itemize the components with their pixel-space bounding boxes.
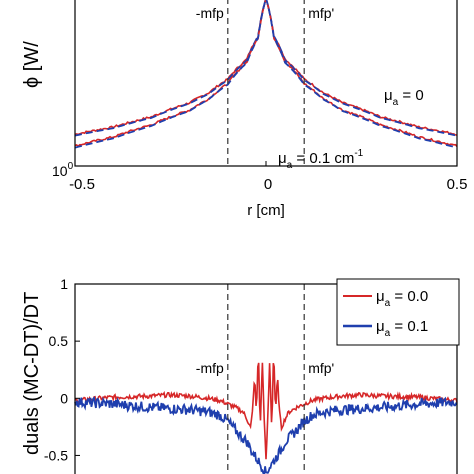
top-marker-label-1: mfp' (308, 5, 334, 21)
bottom-panel: duals (MC-DT)/DT -mfp mfp' 10.50-0.5 μa =… (21, 276, 460, 474)
top-series-group (74, 0, 458, 149)
top-panel: ϕ [W/ -mfp mfp' -0.5 0 0.5 100 r [cm] μa … (21, 0, 467, 219)
top-xtick-label: -0.5 (69, 176, 95, 193)
annotation-rest: = 0.1 cm (292, 150, 354, 167)
annotation-mu-a-0: μa = 0 (384, 87, 424, 108)
top-ytick-base: 10 (52, 163, 68, 179)
bottom-markers-group: -mfp mfp' (196, 284, 334, 474)
legend-rest: = 0.0 (390, 288, 428, 305)
bottom-series-line-0 (74, 362, 458, 460)
bottom-ylabel: duals (MC-DT)/DT (21, 292, 43, 455)
annotation-sub: a (393, 97, 399, 108)
annotation-mu-a-0.1: μa = 0.1 cm-1 (278, 148, 364, 171)
legend-box (336, 278, 460, 346)
annotation-mu: μ (384, 87, 393, 104)
bottom-series-group (74, 362, 458, 474)
top-series-line-3 (74, 0, 458, 149)
bottom-ytick-label-2: 0 (60, 390, 68, 406)
top-series-line-1 (74, 0, 458, 137)
annotation-sub: a (287, 160, 293, 171)
legend-label-1: μa = 0.1 (376, 318, 428, 339)
top-marker-label-0: -mfp (196, 5, 224, 21)
top-ytick-label: 100 (52, 161, 74, 179)
top-ylabel: ϕ [W/ (21, 41, 43, 88)
legend-rest: = 0.1 (390, 318, 428, 335)
legend-mu: μ (376, 318, 385, 335)
bottom-ytick-label-0: 1 (60, 276, 68, 292)
top-xtick-label: 0 (264, 176, 272, 193)
bottom-ytick-label-1: 0.5 (49, 333, 69, 349)
annotation-rest: = 0 (398, 87, 423, 104)
bottom-marker-label-1: mfp' (308, 360, 334, 376)
legend-mu: μ (376, 288, 385, 305)
legend-sub: a (385, 328, 391, 339)
top-plot-frame (74, 0, 458, 167)
top-ytick-exponent: 0 (68, 161, 74, 172)
top-markers-group: -mfp mfp' (196, 0, 334, 166)
top-series-line-0 (74, 0, 458, 136)
top-xtick-label: 0.5 (447, 176, 468, 193)
bottom-series-line-1 (74, 396, 458, 474)
bottom-ytick-label-3: -0.5 (44, 447, 68, 463)
annotation-mu: μ (278, 150, 287, 167)
legend-sub: a (385, 298, 391, 309)
legend: μa = 0.0 μa = 0.1 (336, 278, 460, 346)
annotation-sup: -1 (354, 148, 363, 159)
legend-label-0: μa = 0.0 (376, 288, 428, 309)
top-xlabel: r [cm] (247, 202, 285, 219)
bottom-yticks-group: 1 0.5 0 -0.5 (44, 276, 80, 463)
bottom-marker-label-0: -mfp (196, 360, 224, 376)
top-series-line-2 (74, 0, 458, 148)
bottom-plot-frame (74, 283, 458, 474)
